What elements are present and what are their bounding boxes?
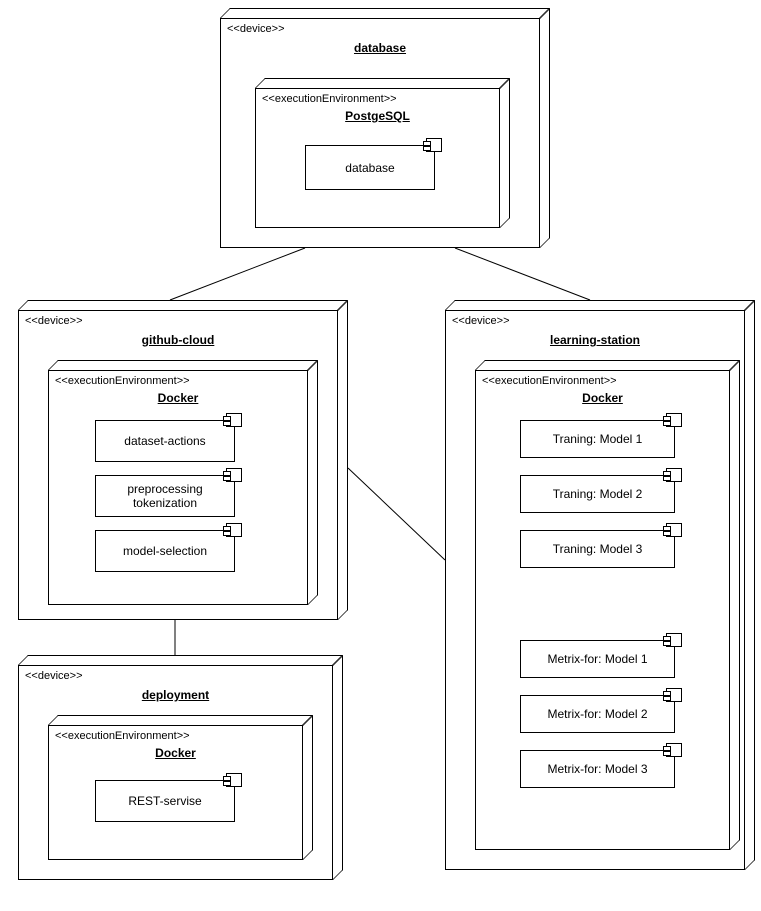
comp-deployment-0: REST-servise <box>95 780 235 822</box>
device-deployment-title: deployment <box>19 688 332 702</box>
device-learning-title: learning-station <box>446 333 744 347</box>
env-deployment-title: Docker <box>49 746 302 760</box>
device-github-stereotype: <<device>> <box>25 315 83 327</box>
comp-deployment-0-label: REST-servise <box>128 794 201 808</box>
comp-learning-3: Metrix-for: Model 1 <box>520 640 675 678</box>
comp-learning-1-label: Traning: Model 2 <box>553 487 643 501</box>
edge-database-learning <box>455 248 590 300</box>
comp-learning-1-component-icon <box>666 468 682 482</box>
deployment-diagram: <<device>> database <<executionEnvironment… <box>0 0 761 911</box>
comp-deployment-0-component-icon <box>226 773 242 787</box>
edge-github-learning <box>348 468 445 560</box>
device-database-stereotype: <<device>> <box>227 23 285 35</box>
comp-github-2-label: model-selection <box>123 544 207 558</box>
env-database-title: PostgeSQL <box>256 109 499 123</box>
comp-github-2: model-selection <box>95 530 235 572</box>
env-github-title: Docker <box>49 391 307 405</box>
comp-github-0-label: dataset-actions <box>124 434 205 448</box>
comp-github-0-component-icon <box>226 413 242 427</box>
comp-github-1-component-icon <box>226 468 242 482</box>
comp-learning-4: Metrix-for: Model 2 <box>520 695 675 733</box>
env-learning-stereotype: <<executionEnvironment>> <box>482 375 617 387</box>
device-database-title: database <box>221 41 539 55</box>
comp-learning-0-label: Traning: Model 1 <box>553 432 643 446</box>
device-github-title: github-cloud <box>19 333 337 347</box>
env-learning-title: Docker <box>476 391 729 405</box>
comp-learning-5-label: Metrix-for: Model 3 <box>547 762 647 776</box>
comp-github-1: preprocessing tokenization <box>95 475 235 517</box>
comp-learning-4-label: Metrix-for: Model 2 <box>547 707 647 721</box>
comp-learning-0: Traning: Model 1 <box>520 420 675 458</box>
comp-github-2-component-icon <box>226 523 242 537</box>
comp-learning-2-label: Traning: Model 3 <box>553 542 643 556</box>
comp-database-0-label: database <box>345 161 394 175</box>
env-database-stereotype: <<executionEnvironment>> <box>262 93 397 105</box>
comp-learning-5: Metrix-for: Model 3 <box>520 750 675 788</box>
comp-learning-5-component-icon <box>666 743 682 757</box>
comp-github-1-label: preprocessing tokenization <box>127 482 202 510</box>
comp-database-0: database <box>305 145 435 190</box>
device-learning-stereotype: <<device>> <box>452 315 510 327</box>
comp-learning-0-component-icon <box>666 413 682 427</box>
comp-database-0-component-icon <box>426 138 442 152</box>
comp-learning-1: Traning: Model 2 <box>520 475 675 513</box>
comp-learning-3-label: Metrix-for: Model 1 <box>547 652 647 666</box>
comp-learning-4-component-icon <box>666 688 682 702</box>
device-deployment-stereotype: <<device>> <box>25 670 83 682</box>
env-github-stereotype: <<executionEnvironment>> <box>55 375 190 387</box>
comp-github-0: dataset-actions <box>95 420 235 462</box>
edge-database-github <box>170 248 305 300</box>
comp-learning-2: Traning: Model 3 <box>520 530 675 568</box>
env-deployment-stereotype: <<executionEnvironment>> <box>55 730 190 742</box>
comp-learning-3-component-icon <box>666 633 682 647</box>
comp-learning-2-component-icon <box>666 523 682 537</box>
